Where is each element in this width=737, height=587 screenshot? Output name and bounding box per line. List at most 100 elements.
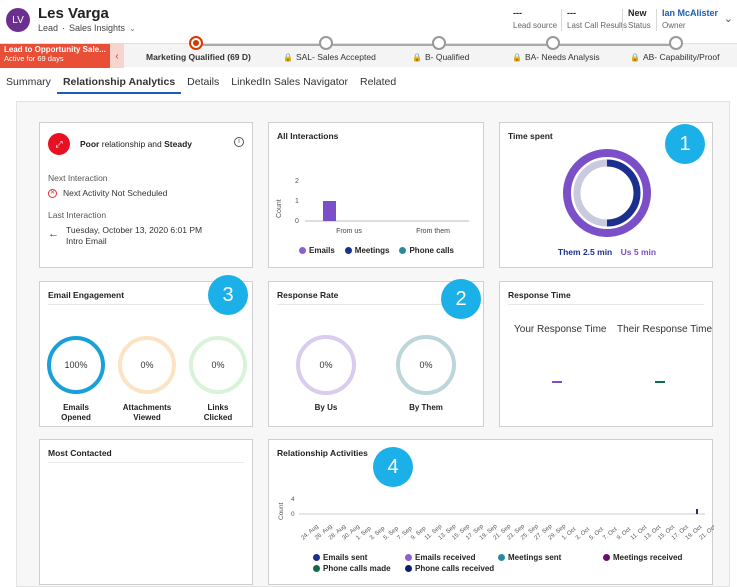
record-header: LV Les Varga Lead · Sales Insights ⌄ ---… (0, 0, 737, 40)
tab-details[interactable]: Details (187, 76, 220, 88)
legend-dot (313, 565, 320, 573)
header-field-last-call: --- Last Call Results (567, 8, 628, 30)
stage-node-qualified[interactable] (432, 36, 446, 50)
chevron-left-icon[interactable]: ‹ (110, 44, 124, 68)
us-time: Us 5 min (620, 247, 657, 257)
bar-emails (323, 201, 336, 221)
x-tick: 7. Oct (602, 526, 618, 541)
expand-header-icon[interactable]: ⌄ (723, 13, 733, 25)
next-interaction-value: ✕ Next Activity Not Scheduled (48, 188, 168, 199)
x-tick: From us (336, 228, 362, 235)
ring-by-them (396, 335, 456, 395)
card-title: Response Time (508, 290, 571, 300)
ring-emails-opened (47, 336, 105, 394)
stage-node-marketing-qualified[interactable] (189, 36, 203, 50)
emails-opened-caption: Emails Opened (61, 403, 91, 422)
ring-links-clicked (189, 336, 247, 394)
y-tick: 1 (295, 198, 299, 205)
lock-icon: 🔒 (512, 53, 522, 62)
legend-meetings[interactable]: Meetings (344, 246, 389, 255)
time-spent-chart (563, 149, 651, 237)
legend-phone-calls[interactable]: Phone calls (399, 246, 454, 255)
legend-dot (603, 554, 610, 562)
y-tick: 0 (291, 511, 295, 518)
stage-needs-analysis[interactable]: 🔒 BA- Needs Analysis (512, 52, 600, 62)
their-response-time-marker (655, 381, 665, 383)
most-contacted-card: Most Contacted (39, 439, 253, 585)
y-axis-label: Count (276, 199, 283, 218)
tab-relationship-analytics[interactable]: Relationship Analytics (56, 76, 182, 94)
stage-qualified[interactable]: 🔒 B- Qualified (412, 52, 470, 62)
business-process-bar: Lead to Opportunity Sale... Active for 6… (0, 36, 737, 68)
record-subtitle: Lead · Sales Insights ⌄ (38, 23, 136, 33)
card-title: Email Engagement (48, 290, 125, 300)
tab-summary[interactable]: Summary (6, 76, 51, 88)
time-spent-values: Them 2.5 min Us 5 min (500, 247, 714, 257)
legend-meetings-sent[interactable]: Meetings sent (498, 553, 561, 562)
record-type: Lead (38, 23, 59, 33)
activity-bar (696, 509, 698, 514)
card-title: Response Rate (277, 290, 339, 300)
last-interaction-subject[interactable]: Intro Email (66, 236, 107, 246)
form-selector[interactable]: Sales Insights (69, 23, 126, 33)
legend-dot (313, 554, 320, 562)
card-title: Time spent (508, 131, 553, 141)
lock-icon: 🔒 (412, 53, 422, 62)
ring-them (606, 159, 641, 227)
card-title: Relationship Activities (277, 448, 368, 458)
header-field-owner[interactable]: Ian McAlister Owner (662, 8, 719, 30)
legend-dot (405, 554, 412, 562)
stage-marketing-qualified[interactable]: Marketing Qualified (69 D) (146, 52, 251, 62)
by-them-caption: By Them (409, 403, 443, 412)
links-clicked-caption: Links Clicked (203, 403, 233, 422)
card-title: Most Contacted (48, 448, 112, 458)
tab-related[interactable]: Related (360, 76, 397, 88)
your-response-time-marker (552, 381, 562, 383)
legend-dot (405, 565, 412, 573)
header-field-lead-source: --- Lead source (513, 8, 558, 30)
legend-phone-calls-received[interactable]: Phone calls received (405, 564, 494, 573)
avatar: LV (6, 8, 30, 32)
callout-badge-1: 1 (665, 124, 705, 164)
stage-node-needs-analysis[interactable] (546, 36, 560, 50)
x-tick: 9. Oct (616, 526, 632, 541)
legend-dot (498, 554, 505, 562)
all-interactions-legend: Emails Meetings Phone calls (299, 246, 454, 255)
y-tick: 0 (295, 218, 299, 225)
lock-icon: 🔒 (283, 53, 293, 62)
y-axis-label: Count (278, 502, 285, 520)
lock-icon: 🔒 (630, 53, 640, 62)
stage-node-capability-proof[interactable] (669, 36, 683, 50)
last-interaction-label: Last Interaction (48, 210, 107, 220)
response-time-card: Response Time Your Response Time Their R… (499, 281, 713, 427)
legend-phone-calls-made[interactable]: Phone calls made (313, 564, 391, 573)
legend-emails-sent[interactable]: Emails sent (313, 553, 367, 562)
x-tick: 5. Oct (589, 526, 605, 541)
time-spent-card: Time spent Them 2.5 min Us 5 min (499, 122, 713, 268)
record-name: Les Varga (38, 5, 109, 22)
legend-emails-received[interactable]: Emails received (405, 553, 475, 562)
relationship-analytics-panel: ⤢ Poor relationship and Steady i Next In… (16, 101, 730, 587)
by-us-caption: By Us (314, 403, 338, 412)
stage-sales-accepted[interactable]: 🔒 SAL- Sales Accepted (283, 52, 376, 62)
process-flyout[interactable]: Lead to Opportunity Sale... Active for 6… (0, 44, 110, 68)
their-response-time-label: Their Response Time (617, 324, 713, 335)
ring-attachments-viewed (118, 336, 176, 394)
stage-capability-proof[interactable]: 🔒 AB- Capability/Proof (630, 52, 720, 62)
chevron-down-icon[interactable]: ⌄ (129, 23, 136, 33)
legend-emails[interactable]: Emails (299, 246, 335, 255)
ring-by-us (296, 335, 356, 395)
by-them-value: 0% (419, 360, 433, 370)
legend-meetings-received[interactable]: Meetings received (603, 553, 682, 562)
stage-node-sales-accepted[interactable] (319, 36, 333, 50)
info-icon[interactable]: i (234, 137, 244, 147)
links-clicked-value: 0% (211, 360, 225, 370)
x-tick: 3. Oct (575, 526, 591, 541)
your-response-time-label: Your Response Time (514, 324, 607, 335)
card-title: All Interactions (277, 131, 339, 141)
tab-linkedin-sales-navigator[interactable]: LinkedIn Sales Navigator (231, 76, 349, 88)
x-tick: From them (416, 228, 450, 235)
header-field-status: New Status (628, 8, 651, 30)
next-interaction-label: Next Interaction (48, 173, 108, 183)
